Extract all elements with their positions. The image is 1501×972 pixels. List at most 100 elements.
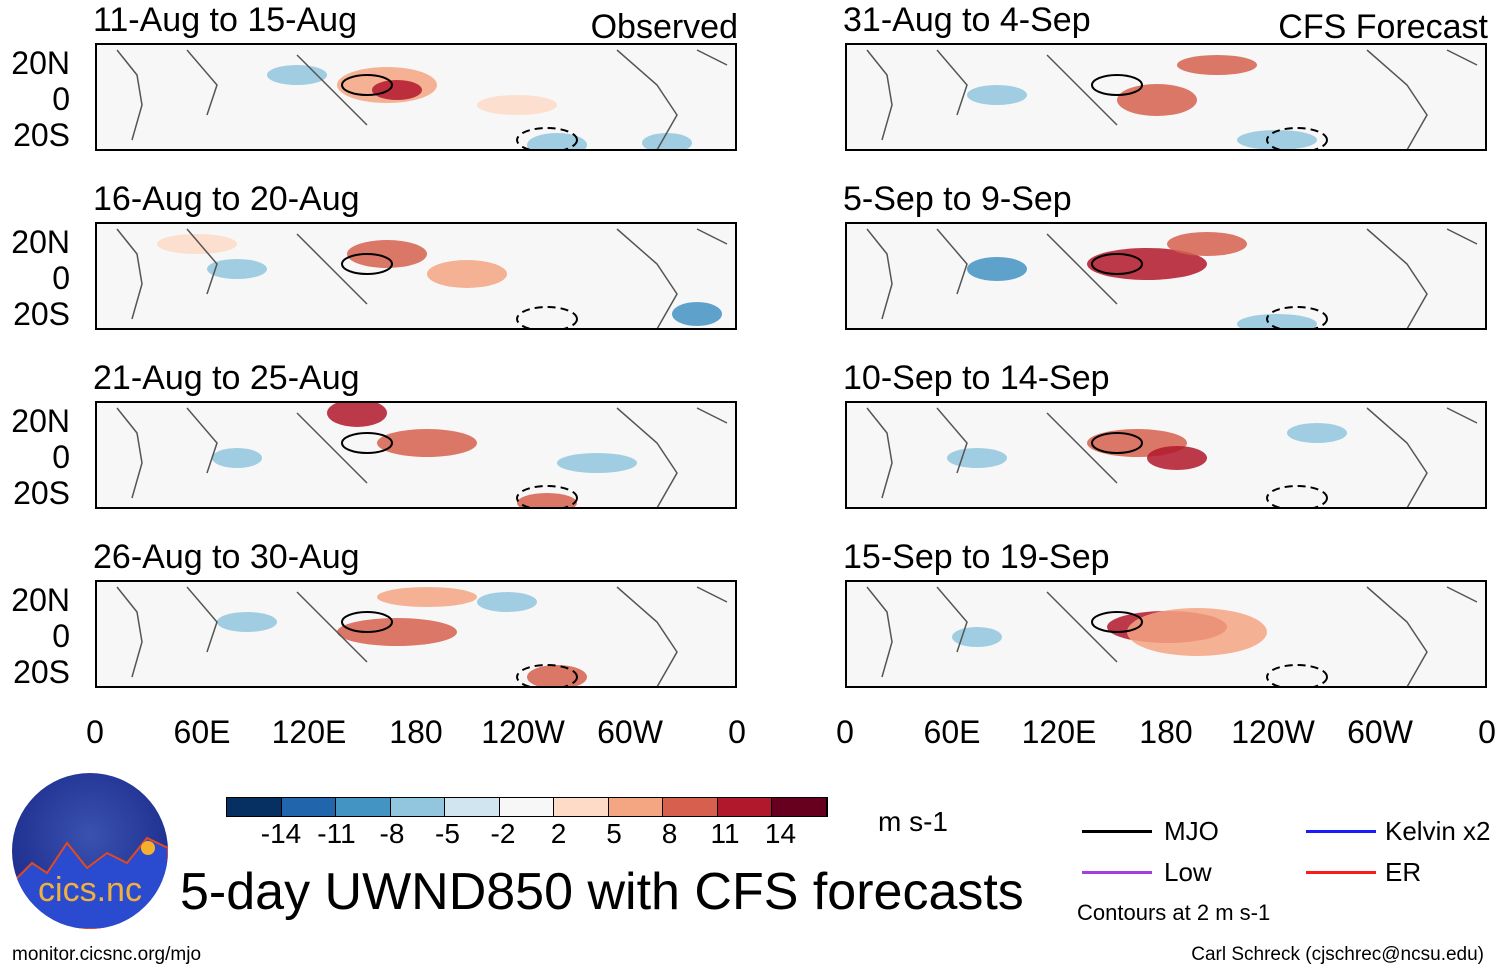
colorbar-label: -11 [317,818,356,849]
colorbar-label: -14 [260,818,302,849]
anomaly-blob [1147,446,1207,470]
observed-label: Observed [590,8,738,46]
colorbar-swatch [336,798,391,816]
panel-title: 26-Aug to 30-Aug [93,538,360,576]
panel-title: 10-Sep to 14-Sep [843,359,1110,397]
footer-url: monitor.cicsnc.org/mjo [12,944,202,965]
longitude-label: 0 [836,714,854,750]
anomaly-blob [947,448,1007,468]
anomaly-blob [212,448,262,468]
longitude-label: 0 [1478,714,1496,750]
latitude-label: 20S [13,654,70,690]
latitude-label: 0 [52,618,70,654]
anomaly-map [95,580,737,688]
latitude-label: 20S [13,117,70,153]
panel-title: 5-Sep to 9-Sep [843,180,1072,218]
colorbar-label: 5 [606,818,622,849]
colorbar-label: -2 [490,818,516,849]
latitude-label: 20S [13,296,70,332]
anomaly-map [845,401,1487,509]
colorbar-swatch [717,798,772,816]
latitude-label: 20N [11,582,70,618]
anomaly-blob [672,302,722,326]
colorbar-label: 8 [661,818,678,849]
anomaly-map [95,222,737,330]
anomaly-map [845,43,1487,151]
colorbar-swatch [499,798,554,816]
latitude-label: 0 [52,81,70,117]
anomaly-map [845,222,1487,330]
legend-line-er [1306,871,1376,874]
colorbar-label: 2 [550,818,567,849]
anomaly-blob [1167,232,1247,256]
latitude-label: 20N [11,403,70,439]
longitude-label: 0 [86,714,104,750]
figure-title: 5-day UWND850 with CFS forecasts [180,863,1024,921]
longitude-label: 120E [1021,714,1097,750]
longitude-label: 120W [481,714,565,750]
logo: cics.nc [12,773,168,929]
anomaly-blob [1177,55,1257,75]
legend-kelvin: Kelvin x2 [1385,816,1491,846]
colorbar-swatch [608,798,663,816]
legend-mjo: MJO [1164,816,1219,846]
longitude-label: 0 [728,714,746,750]
colorbar-swatch [772,798,827,816]
anomaly-blob [377,429,477,457]
anomaly-blob [1127,608,1267,656]
longitude-label: 60W [597,714,663,750]
anomaly-blob [527,665,587,686]
anomaly-blob [967,257,1027,281]
anomaly-map [95,401,737,509]
colorbar-swatch [663,798,718,816]
anomaly-blob [347,240,427,268]
colorbar-swatch [390,798,445,816]
anomaly-blob [337,618,457,646]
contours-note: Contours at 2 m s-1 [1077,900,1271,925]
latitude-label: 20N [11,45,70,81]
legend-line-kelvin [1306,830,1376,833]
legend-line-low [1082,871,1152,874]
anomaly-blob [1237,314,1317,328]
latitude-label: 20S [13,475,70,511]
anomaly-blob [207,259,267,279]
anomaly-blob [1117,84,1197,116]
latitude-label: 0 [52,260,70,296]
legend-line-mjo [1082,830,1152,833]
logo-text: cics.nc [38,871,142,909]
anomaly-blob [557,453,637,473]
anomaly-blob [477,95,557,115]
latitude-label: 0 [52,439,70,475]
anomaly-blob [477,592,537,612]
anomaly-blob [217,612,277,632]
anomaly-blob [517,493,577,507]
anomaly-blob [527,133,587,149]
panel-title: 11-Aug to 15-Aug [93,1,357,39]
anomaly-blob [1087,248,1207,280]
colorbar-label: 11 [710,818,740,849]
legend-low: Low [1164,857,1212,887]
anomaly-blob [642,133,692,149]
longitude-label: 180 [389,714,443,750]
longitude-label: 60E [173,714,231,750]
colorbar-label: -5 [435,818,460,849]
colorbar-swatch [554,798,609,816]
anomaly-blob [967,85,1027,105]
legend-er: ER [1385,857,1422,887]
anomaly-blob [327,403,387,427]
panel-title: 31-Aug to 4-Sep [843,1,1091,39]
colorbar-label: -8 [379,818,405,849]
longitude-label: 60W [1347,714,1413,750]
colorbar-label: 14 [764,818,797,849]
colorbar [226,797,828,817]
longitude-label: 180 [1139,714,1193,750]
anomaly-blob [427,260,507,288]
anomaly-blob [1237,130,1317,149]
anomaly-blob [952,627,1002,647]
longitude-label: 120E [271,714,347,750]
colorbar-swatch [227,798,282,816]
anomaly-blob [1287,423,1347,443]
latitude-label: 20N [11,224,70,260]
anomaly-map [845,580,1487,688]
